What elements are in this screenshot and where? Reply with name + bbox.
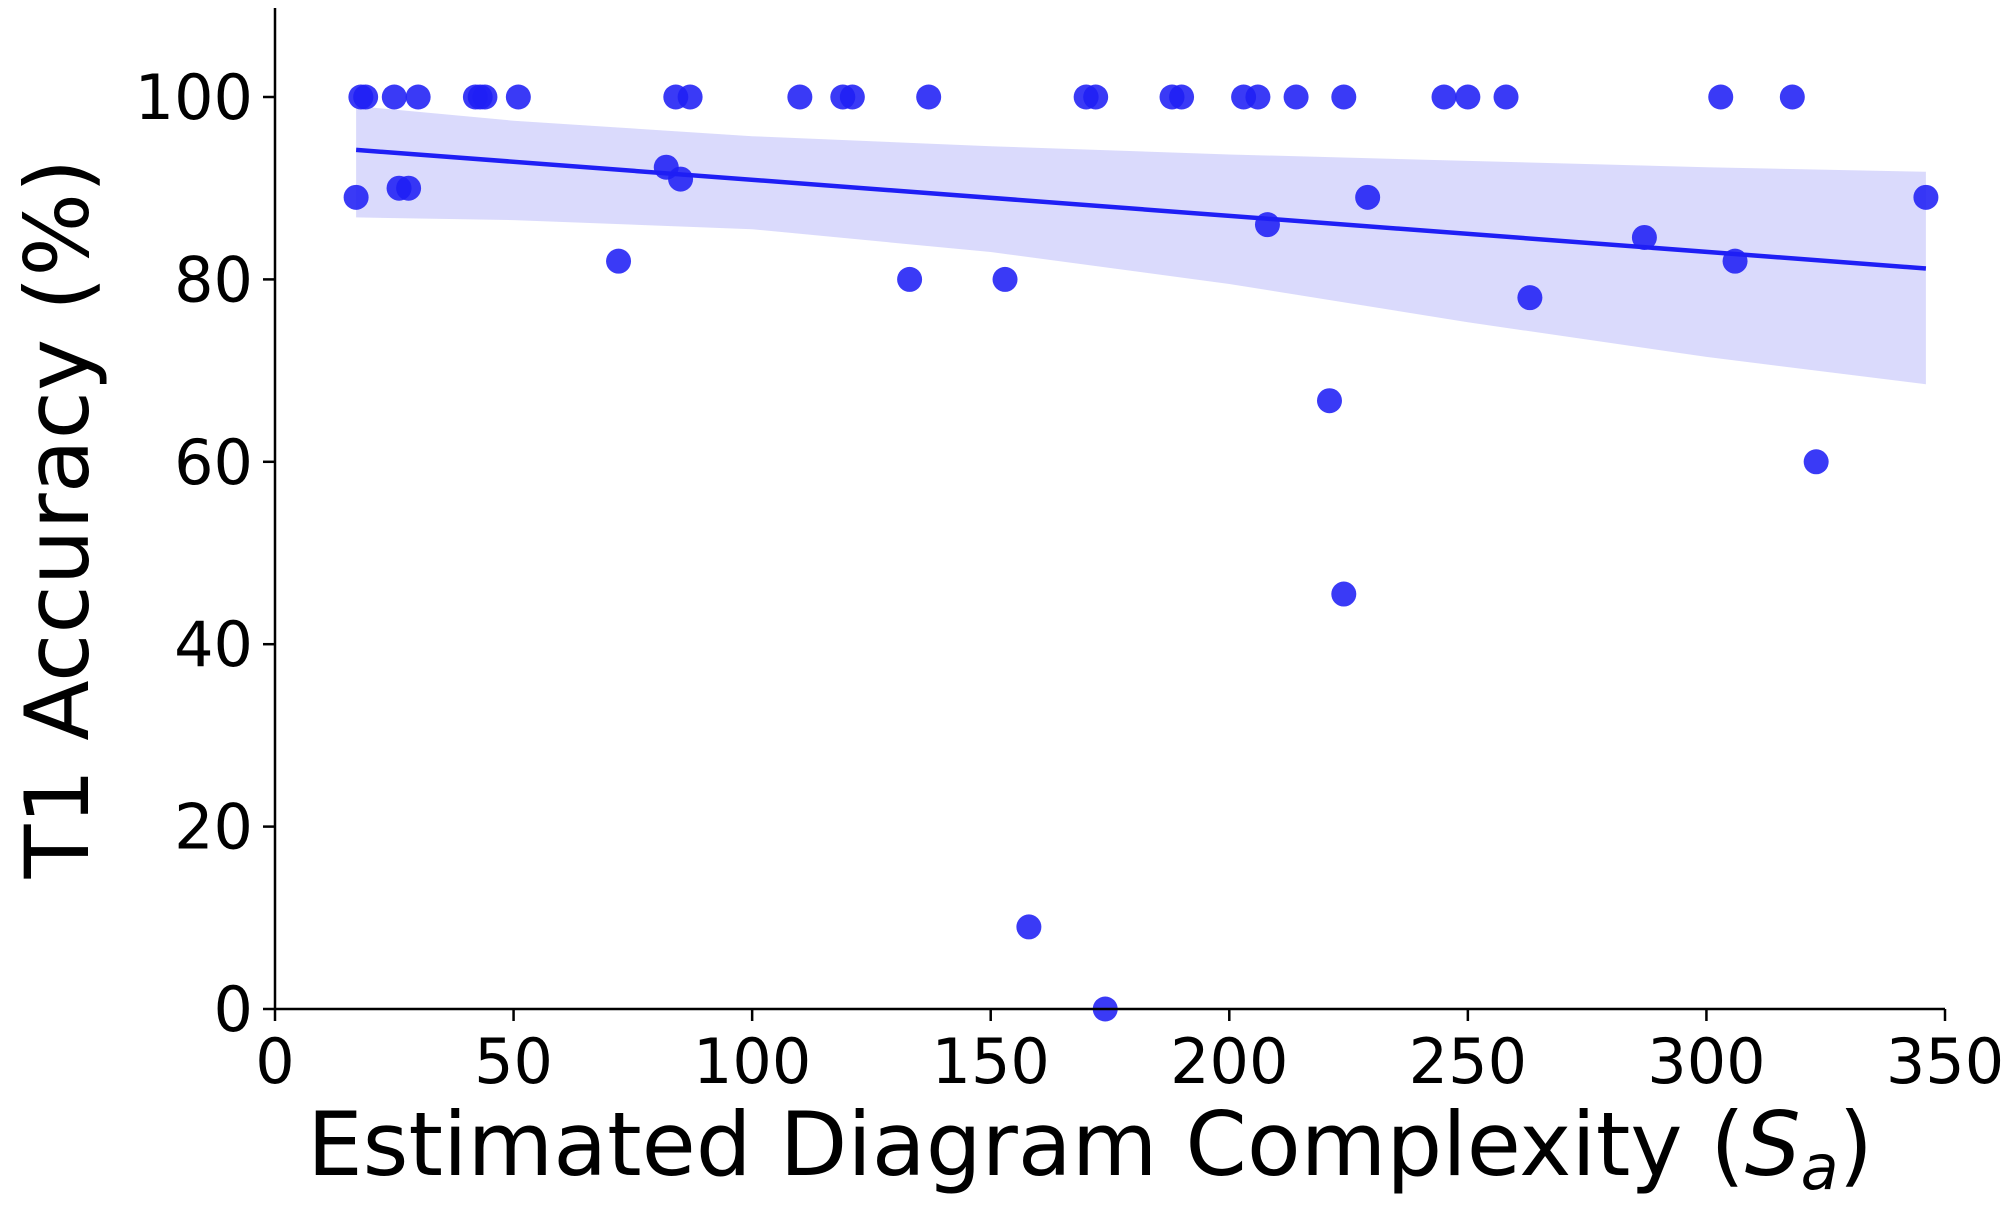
data-point <box>668 166 694 192</box>
data-point <box>1455 84 1481 110</box>
ticks: 0 50 100 150 200 250 300 350 0 20 40 60 80 100 <box>135 61 2005 1098</box>
x-axis-label-text: Estimated Diagram Complexity ( <box>307 1093 1745 1196</box>
confidence-band-layer <box>356 106 1926 385</box>
y-tick-label: 60 <box>174 426 253 499</box>
regression-line-layer <box>355 147 1927 271</box>
x-axis-label-subscript: a <box>1801 1131 1839 1204</box>
data-point <box>916 84 942 110</box>
data-point <box>1169 84 1195 110</box>
data-point <box>677 84 703 110</box>
data-point <box>405 84 431 110</box>
data-point <box>897 266 923 292</box>
data-point <box>343 184 369 210</box>
x-tick-label: 200 <box>1170 1025 1288 1098</box>
data-point <box>1803 449 1829 475</box>
y-tick-label: 80 <box>174 243 253 316</box>
data-point <box>1254 212 1280 238</box>
x-tick-label: 100 <box>693 1025 811 1098</box>
data-point <box>353 84 379 110</box>
x-tick-label: 300 <box>1647 1025 1765 1098</box>
x-tick-label: 250 <box>1409 1025 1527 1098</box>
data-point <box>472 84 498 110</box>
data-point <box>1316 388 1342 414</box>
data-point <box>1016 914 1042 940</box>
regression-line <box>355 147 1927 271</box>
data-points-layer <box>343 84 1939 1022</box>
data-point <box>1283 84 1309 110</box>
data-point <box>1779 84 1805 110</box>
data-point <box>1493 84 1519 110</box>
data-point <box>1631 224 1657 250</box>
data-point <box>1722 248 1748 274</box>
y-tick-label: 0 <box>214 973 253 1046</box>
x-tick-label: 0 <box>255 1025 294 1098</box>
axes <box>273 8 1945 1011</box>
data-point <box>1083 84 1109 110</box>
data-point <box>992 266 1018 292</box>
x-axis-label-symbol: S <box>1745 1093 1801 1196</box>
y-tick-label: 100 <box>135 61 253 134</box>
data-point <box>396 175 422 201</box>
data-point <box>1331 581 1357 607</box>
x-tick-label: 350 <box>1886 1025 2004 1098</box>
y-tick-label: 20 <box>174 791 253 864</box>
data-point <box>839 84 865 110</box>
y-tick-label: 40 <box>174 608 253 681</box>
data-point <box>505 84 531 110</box>
data-point <box>1331 84 1357 110</box>
x-tick-label: 150 <box>932 1025 1050 1098</box>
x-tick-label: 50 <box>474 1025 553 1098</box>
x-axis-label-close: ) <box>1839 1093 1873 1196</box>
data-point <box>381 84 407 110</box>
data-point <box>1355 184 1381 210</box>
data-point <box>606 248 632 274</box>
data-point <box>1245 84 1271 110</box>
data-point <box>787 84 813 110</box>
y-axis-label: T1 Accuracy (%) <box>6 159 109 880</box>
confidence-band <box>356 106 1926 385</box>
x-axis-label: Estimated Diagram Complexity (Sa) <box>307 1093 1873 1204</box>
data-point <box>1517 285 1543 311</box>
data-point <box>1708 84 1734 110</box>
data-point <box>1913 184 1939 210</box>
data-point <box>1431 84 1457 110</box>
